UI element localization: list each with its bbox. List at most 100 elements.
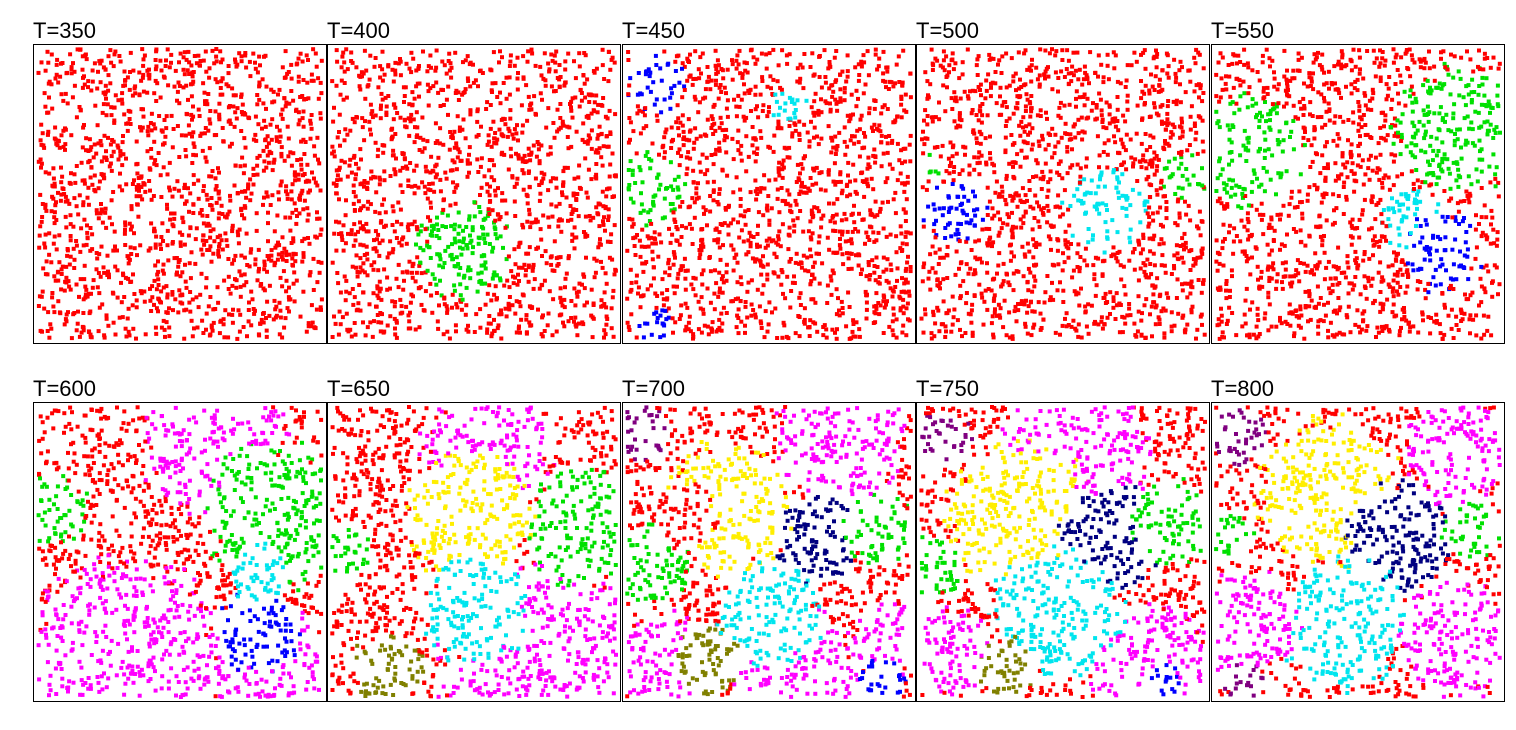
point-red	[761, 103, 766, 108]
point-red	[448, 61, 453, 66]
point-red	[829, 292, 834, 297]
point-red	[516, 244, 521, 249]
point-red	[523, 273, 528, 278]
point-red	[1025, 198, 1029, 203]
point-red	[758, 319, 763, 324]
point-red	[82, 277, 87, 282]
point-red	[683, 276, 688, 281]
point-red	[166, 258, 171, 263]
point-green	[440, 210, 445, 215]
point-red	[104, 316, 109, 321]
point-red	[367, 77, 372, 82]
point-red	[57, 145, 62, 150]
point-red	[353, 194, 358, 199]
point-red	[1192, 121, 1197, 126]
point-red	[103, 210, 108, 215]
point-red	[747, 230, 752, 235]
point-cyan	[1116, 195, 1121, 200]
point-red	[342, 81, 347, 85]
point-red	[225, 212, 230, 217]
point-red	[574, 290, 579, 295]
point-green	[648, 166, 653, 171]
point-red	[394, 276, 399, 281]
point-green	[676, 187, 681, 192]
point-red	[779, 282, 784, 287]
point-red	[204, 239, 209, 243]
point-red	[177, 84, 182, 88]
point-red	[720, 321, 725, 326]
point-green	[477, 205, 482, 209]
point-red	[234, 285, 239, 290]
point-red	[115, 248, 119, 253]
point-green	[668, 160, 673, 165]
panel-title: T=350	[33, 18, 96, 43]
point-red	[944, 329, 948, 334]
point-red	[847, 251, 852, 256]
point-red	[519, 317, 524, 322]
point-red	[736, 307, 741, 312]
point-blue	[643, 72, 648, 77]
point-red	[1081, 77, 1086, 82]
point-red	[513, 214, 518, 218]
point-red	[147, 72, 152, 77]
point-red	[587, 214, 592, 218]
point-red	[316, 259, 321, 264]
point-red	[677, 242, 682, 247]
point-red	[876, 230, 881, 235]
point-red	[145, 68, 150, 73]
point-red	[743, 209, 748, 214]
point-green	[452, 283, 457, 288]
point-red	[612, 60, 617, 65]
point-red	[552, 53, 557, 58]
point-red	[253, 114, 258, 119]
point-red	[239, 94, 244, 99]
point-red	[128, 70, 132, 74]
point-red	[492, 140, 497, 145]
point-red	[899, 97, 904, 101]
point-red	[716, 237, 721, 242]
point-red	[388, 286, 392, 291]
point-red	[901, 48, 906, 53]
point-red	[111, 291, 116, 296]
point-red	[242, 136, 247, 141]
point-red	[428, 86, 433, 91]
point-red	[415, 125, 420, 130]
point-red	[814, 251, 819, 256]
point-red	[177, 288, 182, 293]
point-red	[895, 141, 900, 146]
point-red	[376, 268, 381, 273]
point-red	[696, 67, 701, 72]
point-red	[81, 311, 86, 315]
point-red	[529, 47, 534, 52]
point-red	[550, 176, 555, 181]
point-red	[507, 285, 512, 290]
point-red	[82, 181, 87, 186]
point-red	[526, 146, 531, 151]
point-red	[238, 294, 243, 299]
point-red	[304, 53, 309, 58]
point-green	[434, 234, 439, 238]
point-red	[479, 124, 483, 129]
point-red	[184, 307, 189, 312]
point-red	[546, 61, 551, 66]
point-red	[51, 241, 56, 246]
point-red	[757, 258, 762, 263]
point-red	[825, 283, 830, 288]
point-red	[901, 146, 906, 151]
point-red	[315, 280, 320, 285]
point-red	[377, 241, 382, 246]
point-red	[170, 292, 175, 297]
point-blue	[972, 208, 976, 213]
point-red	[527, 245, 532, 250]
point-red	[834, 49, 839, 53]
point-red	[106, 88, 111, 93]
point-red	[452, 160, 457, 165]
point-red	[364, 244, 369, 249]
point-red	[1026, 266, 1031, 271]
point-red	[260, 77, 265, 82]
point-red	[978, 256, 983, 261]
point-red	[1200, 322, 1204, 327]
point-red	[857, 73, 862, 77]
point-red	[305, 206, 310, 211]
point-red	[434, 65, 439, 70]
